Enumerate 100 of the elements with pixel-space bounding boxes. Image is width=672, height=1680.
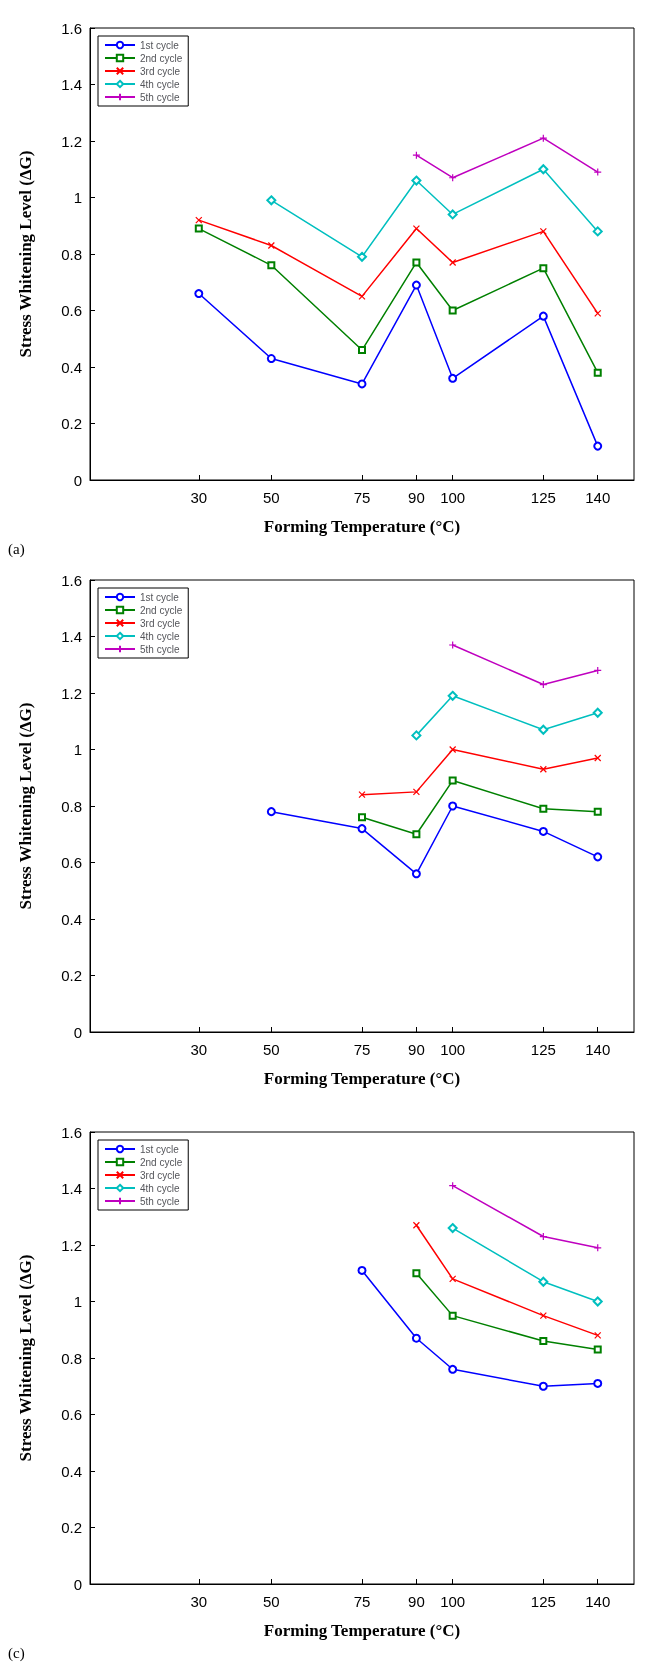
point [267,241,275,250]
x-axis-title: Forming Temperature (°C) [263,517,461,536]
point [448,1311,457,1320]
point [411,869,421,879]
y-tick-label: 1.2 [61,1236,82,1254]
y-tick-label: 0.2 [61,415,82,432]
x-tick-label: 75 [353,1041,371,1058]
point [593,441,603,451]
x-tick-label: 140 [585,1041,611,1058]
point [593,1378,603,1388]
point [592,707,603,718]
point [447,690,458,701]
point [357,379,367,389]
point [194,224,203,233]
point [411,1333,421,1343]
point [539,1337,548,1346]
x-tick-label: 50 [262,489,280,506]
point [539,804,548,813]
x-tick-label: 100 [440,1041,466,1058]
y-axis-title: Stress Whitening Level (ΔG) [16,150,35,358]
point [539,264,548,273]
point [593,1345,602,1354]
x-tick-label: 100 [440,1593,466,1610]
point [592,226,603,237]
point [412,258,421,267]
x-tick-label: 100 [440,489,466,506]
legend-label: 3rd cycle [140,65,181,77]
point [448,640,457,650]
x-axis-title: Forming Temperature (°C) [263,1621,461,1640]
point [592,1296,603,1307]
legend-label: 5th cycle [140,91,180,103]
legend-label: 5th cycle [140,643,180,655]
point [449,1275,457,1283]
point [266,354,276,364]
x-axis-title: Forming Temperature (°C) [263,1069,461,1088]
point [593,368,602,377]
y-tick-label: 1 [73,1293,82,1310]
y-tick-label: 1.6 [61,19,82,37]
point [357,251,367,262]
x-tick-label: 30 [190,1593,208,1610]
x-tick-label: 90 [408,1593,425,1610]
point [412,1269,421,1278]
legend-label: 5th cycle [140,1195,180,1207]
point [412,1221,420,1229]
y-tick-label: 0.8 [61,1349,82,1367]
point [448,801,458,811]
point [411,175,422,186]
y-tick-label: 0.4 [61,1462,82,1480]
x-tick-label: 140 [585,1593,611,1610]
y-tick-label: 0.4 [61,910,82,928]
point [538,164,549,175]
y-tick-label: 0 [73,1023,82,1041]
point [593,807,602,816]
point [358,346,366,355]
legend-label: 3rd cycle [140,1169,181,1181]
point [358,292,366,300]
point [412,151,421,160]
y-tick-label: 1.6 [61,1123,82,1141]
y-tick-label: 1.2 [61,132,82,150]
x-tick-label: 50 [262,1593,280,1610]
y-tick-label: 1 [73,189,82,206]
point [447,209,458,220]
point [449,745,457,754]
point [195,216,203,224]
text: (a) [8,540,25,558]
y-tick-label: 1.2 [61,684,82,702]
y-tick-label: 0 [73,471,82,489]
x-tick-label: 75 [353,1593,371,1610]
point [449,258,457,267]
point [358,813,366,822]
y-tick-label: 0 [73,1575,82,1593]
legend-label: 4th cycle [140,1182,180,1194]
y-axis-title: Stress Whitening Level (ΔG) [16,702,35,910]
point [447,1223,458,1234]
point [411,730,422,741]
point [267,261,276,270]
x-tick-label: 90 [408,489,425,506]
y-tick-label: 0.8 [61,797,82,815]
x-tick-label: 75 [353,489,371,506]
point [357,1265,367,1275]
legend-label: 1st cycle [140,39,180,51]
point [358,791,366,799]
point [538,1381,548,1391]
y-tick-label: 0.8 [61,245,82,263]
point [448,776,457,785]
point [448,306,457,315]
y-tick-label: 1.6 [61,571,82,589]
point [538,826,548,836]
x-tick-label: 50 [262,1041,280,1058]
point [593,852,603,862]
point [538,1276,549,1287]
y-tick-label: 1.4 [61,76,82,93]
y-tick-label: 0.2 [61,967,82,984]
point [266,807,276,817]
point [266,195,277,206]
x-tick-label: 125 [530,1041,556,1058]
text: (c) [8,1644,25,1662]
point [594,1331,602,1339]
point [593,167,602,177]
point [412,788,420,796]
